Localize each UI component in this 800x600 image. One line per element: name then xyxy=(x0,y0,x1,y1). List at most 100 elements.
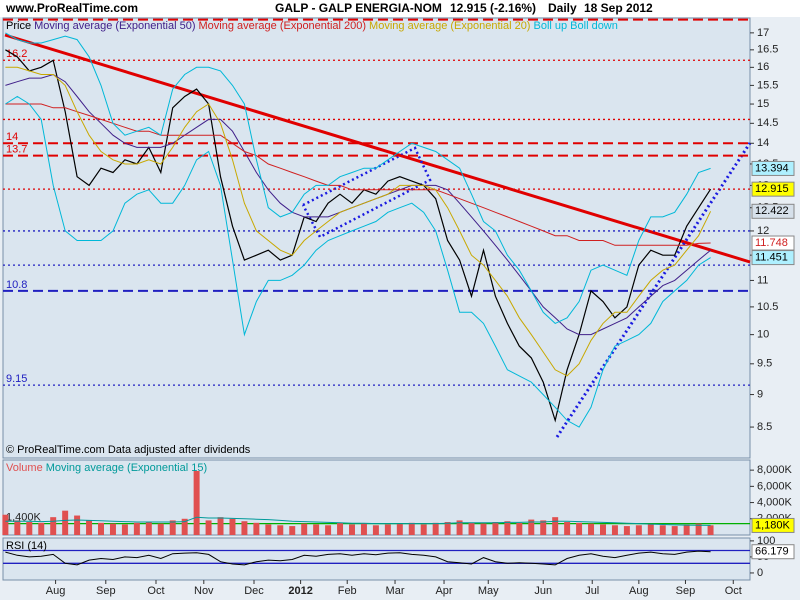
series-line xyxy=(5,550,711,566)
series-line xyxy=(5,66,712,377)
last-value-box xyxy=(751,235,795,251)
volume-bar xyxy=(145,522,152,535)
volume-panel xyxy=(2,459,751,536)
volume-bar xyxy=(480,523,487,535)
volume-bar xyxy=(181,518,188,535)
level-label: 14 xyxy=(6,131,18,143)
level-label: 10.8 xyxy=(6,279,27,291)
date: 18 Sep 2012 xyxy=(584,1,653,15)
volume-bar xyxy=(217,517,224,535)
y-tick-label: 100 xyxy=(757,535,775,547)
volume-bar xyxy=(277,525,284,535)
legend-entry: Moving average (Exponential 50) xyxy=(34,20,195,32)
volume-bar xyxy=(623,526,630,535)
volume-bar xyxy=(432,522,439,535)
last-value-label: 1,180K xyxy=(755,519,791,531)
legend-entry: Moving average (Exponential 200) xyxy=(199,20,367,32)
last-value-box xyxy=(751,544,795,560)
legend: Price Moving average (Exponential 50) Movi… xyxy=(6,20,618,32)
volume-bar xyxy=(516,522,523,535)
x-tick-label: Nov xyxy=(194,585,214,597)
volume-bar xyxy=(588,523,595,535)
volume-bar xyxy=(468,522,475,535)
volume-bar xyxy=(647,524,654,535)
x-tick-label: Dec xyxy=(244,585,264,597)
last-value-box xyxy=(751,517,795,533)
volume-bar xyxy=(229,518,236,535)
channel xyxy=(301,146,432,239)
volume-bar xyxy=(707,525,714,535)
volume-bar xyxy=(552,517,559,535)
y-tick-label: 11 xyxy=(757,274,768,286)
last-value-label: 66.179 xyxy=(755,546,789,558)
last-value-label: 11.748 xyxy=(755,237,788,249)
y-tick-label: 14 xyxy=(757,137,769,149)
volume-bar xyxy=(528,519,535,535)
series-line xyxy=(5,103,711,246)
legend-entry: Price xyxy=(6,20,31,32)
last-value-label: 12.422 xyxy=(755,205,789,217)
volume-bar xyxy=(121,524,128,535)
last-value-label: 13.394 xyxy=(755,162,789,174)
volume-bar xyxy=(695,523,702,535)
volume-bar xyxy=(193,470,200,535)
footnote: © ProRealTime.com Data adjusted after di… xyxy=(6,444,251,456)
volume-bar xyxy=(504,521,511,535)
y-tick-label: 8,000K xyxy=(757,464,793,476)
x-tick-label: Oct xyxy=(725,585,742,597)
x-tick-label: Oct xyxy=(147,585,164,597)
x-tick-label: Jul xyxy=(585,585,599,597)
volume-bar xyxy=(241,521,248,535)
y-tick-label: 0 xyxy=(757,567,763,579)
volume-bar xyxy=(313,524,320,535)
volume-bar xyxy=(325,525,332,535)
volume-bar xyxy=(349,524,355,535)
title: GALP - GALP ENERGIA-NOM xyxy=(275,1,442,15)
y-tick-label: 16 xyxy=(757,61,769,73)
volume-bar xyxy=(26,522,33,535)
legend-entry: Volume xyxy=(6,462,43,474)
volume-bar xyxy=(600,524,606,535)
last-value-label: 11.451 xyxy=(755,251,788,263)
volume-bar xyxy=(74,515,81,535)
volume-bar xyxy=(133,522,140,535)
volume-bar xyxy=(98,522,104,535)
x-tick-label: Feb xyxy=(338,585,357,597)
x-tick-label: Sep xyxy=(96,585,116,597)
level-label: 13.7 xyxy=(6,144,27,156)
volume-bar xyxy=(372,525,379,535)
volume-bar xyxy=(14,520,21,535)
last-value-box xyxy=(751,160,795,176)
x-tick-label: Jun xyxy=(534,585,552,597)
site: www.ProRealTime.com xyxy=(5,1,138,15)
volume-bar xyxy=(50,517,57,535)
x-tick-label: Aug xyxy=(629,585,649,597)
y-tick-label: 8.5 xyxy=(757,421,772,433)
series-line xyxy=(5,49,712,423)
x-tick-label: 2012 xyxy=(288,585,312,597)
volume-bar xyxy=(420,524,427,535)
last-value-label: 12.915 xyxy=(755,183,789,195)
volume-bar xyxy=(611,525,618,535)
legend-entry: Boll up Boll down xyxy=(533,20,617,32)
volume-bar xyxy=(683,524,690,535)
y-tick-label: 9.5 xyxy=(757,358,772,370)
x-tick-label: Apr xyxy=(435,585,452,597)
volume-bar xyxy=(540,520,547,535)
volume-bar xyxy=(576,522,583,535)
last-value-box xyxy=(751,203,795,219)
y-tick-label: 15 xyxy=(757,98,769,110)
level-label: 9.15 xyxy=(6,373,27,385)
volume-bar xyxy=(157,523,164,535)
volume-bar xyxy=(109,523,116,535)
header-bar xyxy=(0,0,800,17)
x-tick-label: May xyxy=(478,585,499,597)
rsi-panel xyxy=(2,537,751,581)
series-line xyxy=(5,32,711,324)
y-tick-label: 4,000K xyxy=(757,496,793,508)
volume-bar xyxy=(659,525,666,535)
volume-bar xyxy=(86,520,93,535)
x-tick-label: Mar xyxy=(386,585,405,597)
y-tick-label: 17 xyxy=(757,27,769,39)
volume-bar xyxy=(62,510,69,535)
